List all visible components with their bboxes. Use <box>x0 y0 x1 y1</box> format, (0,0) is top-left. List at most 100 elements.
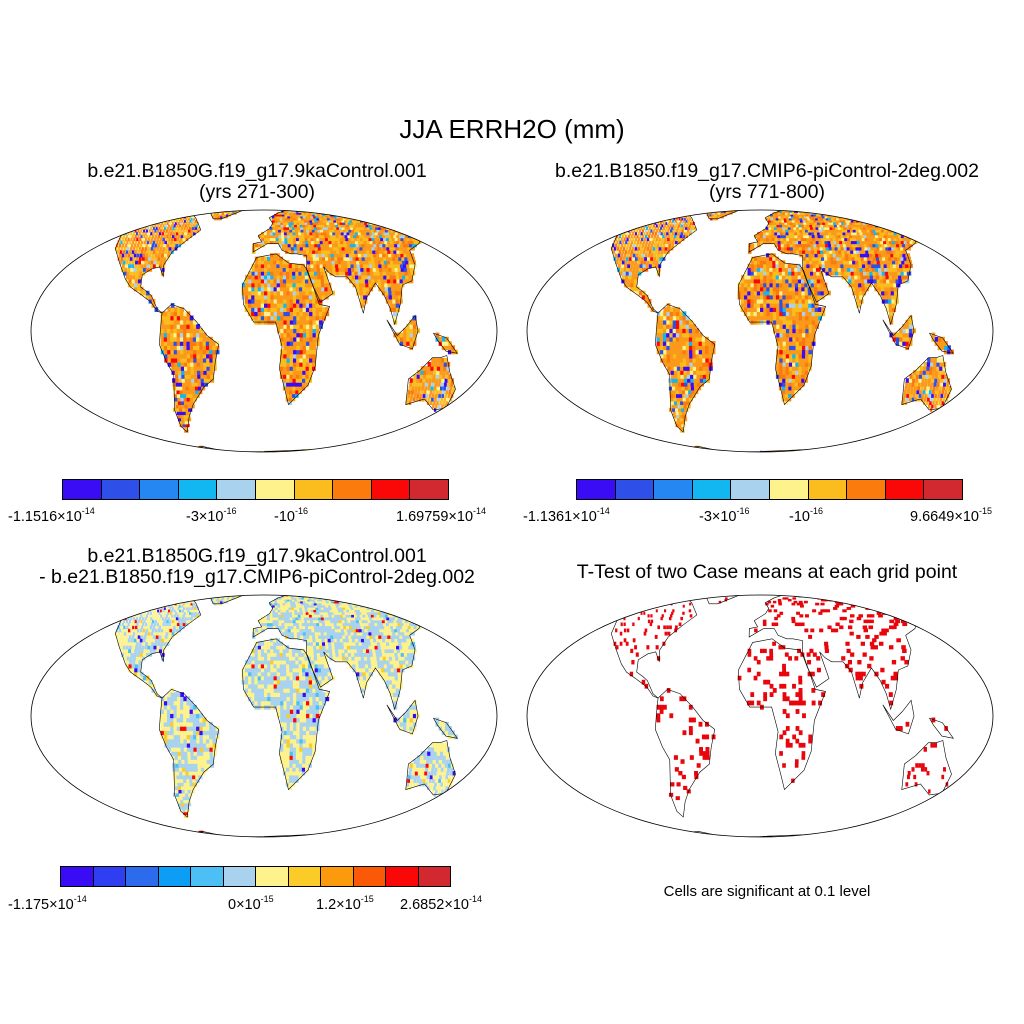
grid-cell <box>147 452 153 453</box>
grid-cell <box>349 240 354 245</box>
grid-cell <box>144 210 146 211</box>
grid-cell <box>420 370 424 375</box>
grid-cell <box>286 278 290 284</box>
grid-cell <box>362 229 367 233</box>
grid-cell <box>292 274 297 280</box>
grid-cell <box>305 370 310 375</box>
grid-cell <box>294 215 299 219</box>
grid-cell <box>409 224 415 228</box>
grid-cell <box>144 452 150 453</box>
grid-cell <box>241 452 244 453</box>
grid-cell <box>309 256 314 261</box>
grid-cell <box>140 217 142 221</box>
grid-cell <box>345 452 347 453</box>
grid-cell <box>318 249 323 254</box>
grid-cell <box>325 450 328 452</box>
grid-cell <box>432 389 436 395</box>
grid-cell <box>121 237 124 242</box>
grid-cell <box>343 452 345 453</box>
grid-cell <box>735 452 739 453</box>
grid-cell <box>327 226 333 230</box>
grid-cell <box>403 452 406 453</box>
grid-cell <box>417 370 421 375</box>
grid-cell <box>645 452 653 453</box>
grid-cell <box>326 267 331 272</box>
grid-cell <box>298 271 303 276</box>
grid-cell <box>425 210 432 213</box>
grid-cell <box>168 452 174 453</box>
grid-cell <box>159 246 163 251</box>
grid-cell <box>309 341 314 346</box>
grid-cell <box>300 217 305 221</box>
grid-cell <box>119 212 121 215</box>
grid-cell <box>158 452 164 453</box>
grid-cell <box>369 217 374 221</box>
grid-cell <box>387 249 392 254</box>
grid-cell <box>167 307 172 312</box>
grid-cell <box>397 253 402 258</box>
grid-cell <box>356 452 359 453</box>
grid-cell <box>385 221 391 225</box>
grid-cell <box>679 452 685 453</box>
grid-cell <box>220 210 223 211</box>
grid-cell <box>134 452 143 453</box>
grid-cell <box>418 212 425 215</box>
grid-cell <box>203 452 208 453</box>
grid-cell <box>189 452 194 453</box>
grid-cell <box>387 215 394 219</box>
grid-cell <box>379 271 384 276</box>
grid-cell <box>363 271 369 276</box>
grid-cell <box>403 243 408 248</box>
grid-cell <box>393 282 399 288</box>
grid-cell <box>376 452 379 453</box>
grid-cell <box>369 249 374 254</box>
grid-cell <box>207 452 212 453</box>
grid-cell <box>227 210 230 211</box>
grid-cell <box>296 336 301 342</box>
grid-cell <box>378 452 380 453</box>
grid-cell <box>155 452 161 453</box>
grid-cell <box>374 452 376 453</box>
grid-cell <box>328 452 329 453</box>
grid-cell <box>112 219 114 223</box>
grid-cell <box>269 237 274 242</box>
grid-cell <box>332 452 333 453</box>
grid-cell <box>394 452 397 453</box>
grid-cell <box>114 214 115 217</box>
grid-cell <box>364 256 369 261</box>
grid-cell <box>289 336 294 342</box>
grid-cell <box>106 212 108 215</box>
grid-cell <box>432 217 438 221</box>
grid-cell <box>206 452 210 453</box>
grid-cell <box>447 215 454 219</box>
grid-cell <box>360 271 366 276</box>
grid-cell <box>303 231 308 236</box>
grid-cell <box>299 452 301 453</box>
grid-cell <box>401 212 407 215</box>
grid-cell <box>125 452 133 453</box>
grid-cell <box>322 210 327 213</box>
grid-cell <box>123 221 125 225</box>
grid-cell <box>390 217 396 221</box>
grid-cell <box>302 214 306 217</box>
grid-cell <box>90 219 92 223</box>
grid-cell <box>166 210 168 213</box>
grid-cell <box>320 215 325 219</box>
grid-cell <box>403 452 405 453</box>
grid-cell <box>128 452 134 453</box>
grid-cell <box>222 210 224 211</box>
grid-cell <box>122 452 129 453</box>
grid-cell <box>114 452 120 453</box>
grid-cell <box>276 278 281 284</box>
grid-cell <box>274 219 279 223</box>
grid-cell <box>374 449 376 452</box>
grid-cell <box>285 267 290 272</box>
grid-cell <box>190 221 194 225</box>
grid-cell <box>181 231 185 236</box>
grid-cell <box>210 210 213 213</box>
grid-cell <box>254 256 259 261</box>
grid-cell <box>160 341 165 346</box>
grid-cell <box>158 249 162 254</box>
grid-cell <box>370 253 375 258</box>
grid-cell <box>379 452 380 453</box>
